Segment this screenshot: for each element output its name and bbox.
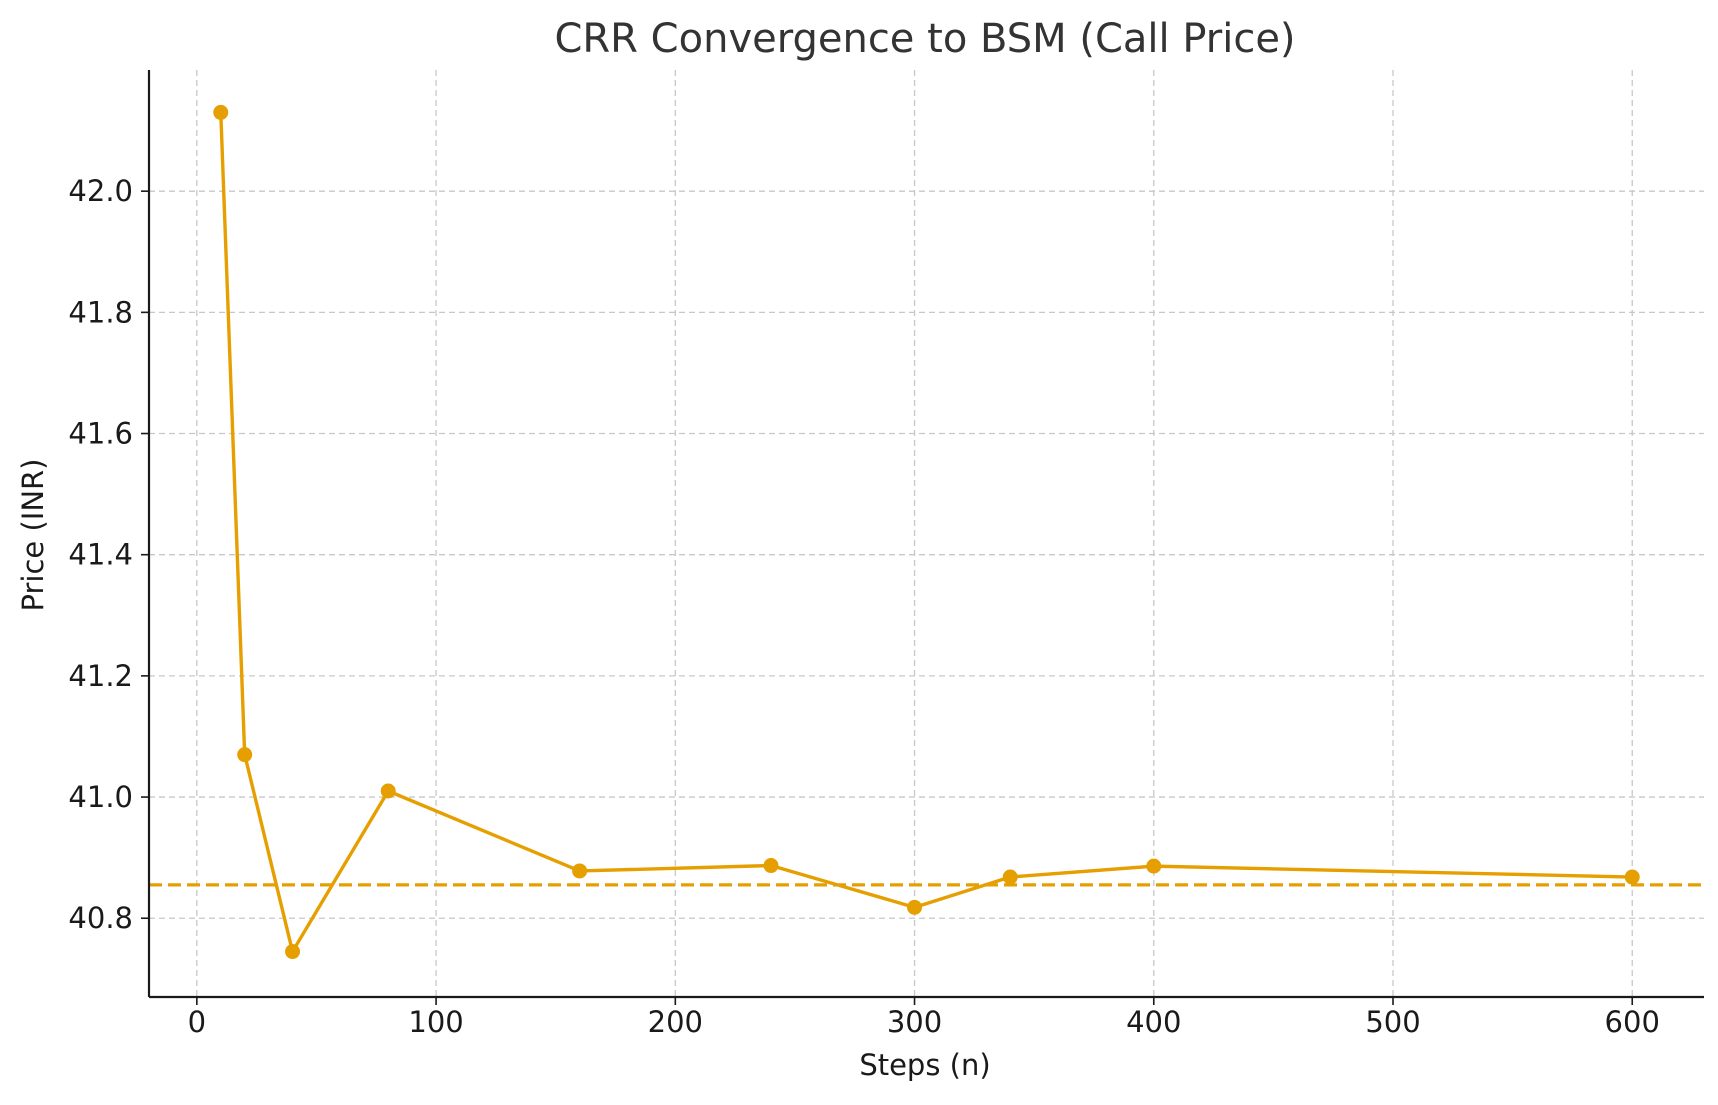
x-tick-label: 300	[887, 1005, 942, 1039]
data-point	[380, 783, 396, 799]
x-tick-label: 0	[188, 1005, 206, 1039]
x-tick-label: 100	[408, 1005, 463, 1039]
y-tick-label: 41.0	[68, 780, 133, 814]
series-layer	[213, 104, 1640, 960]
data-point	[237, 747, 253, 763]
x-axis-label: Steps (n)	[859, 1048, 990, 1082]
data-point	[285, 944, 301, 960]
y-tick-label: 41.8	[68, 295, 133, 329]
x-tick-label: 500	[1365, 1005, 1420, 1039]
data-point	[1002, 869, 1018, 885]
x-tick-label: 200	[648, 1005, 703, 1039]
data-point	[572, 863, 588, 879]
data-point	[213, 104, 229, 120]
chart-title: CRR Convergence to BSM (Call Price)	[554, 16, 1295, 62]
tick-labels: 0 100 200 300 400 500 600 40.8 41.0 41.2 41.4 41.6 4…	[68, 174, 1659, 1039]
y-tick-label: 42.0	[68, 174, 133, 208]
y-tick-label: 41.6	[68, 417, 133, 451]
series-line	[219, 110, 1634, 954]
y-tick-label: 40.8	[68, 901, 133, 935]
x-tick-label: 600	[1605, 1005, 1660, 1039]
data-point	[763, 858, 779, 874]
grid	[149, 70, 1704, 997]
y-tick-label: 41.4	[68, 538, 133, 572]
data-point	[1624, 869, 1640, 885]
x-tick-label: 400	[1126, 1005, 1181, 1039]
axes	[141, 70, 1704, 1005]
data-point	[1146, 858, 1162, 874]
y-axis-label: Price (INR)	[16, 459, 50, 612]
y-tick-label: 41.2	[68, 659, 133, 693]
data-point	[907, 899, 923, 915]
